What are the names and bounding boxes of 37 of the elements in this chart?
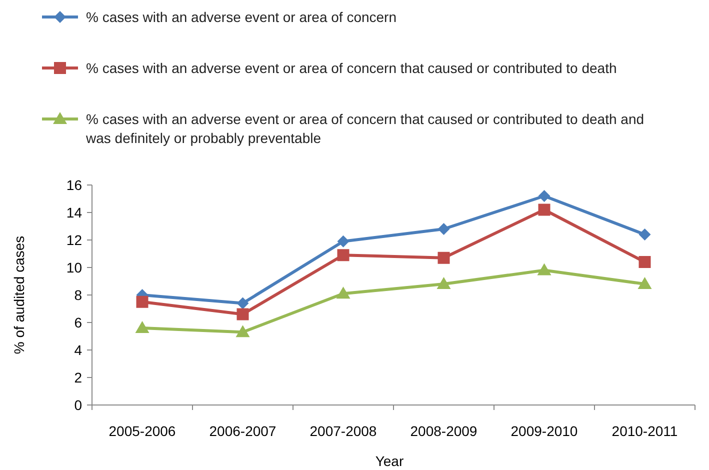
x-tick-label: 2005-2006 [108, 423, 176, 439]
legend-label: % cases with an adverse event or area of concern that caused or contributed to death [86, 60, 617, 76]
point [236, 308, 249, 320]
point [135, 321, 150, 333]
point [236, 325, 250, 338]
y-axis-title: % of audited cases [11, 236, 27, 354]
point [136, 296, 148, 308]
point [438, 223, 450, 235]
point [438, 252, 450, 264]
x-axis-title: Year [375, 453, 404, 469]
point [537, 263, 552, 276]
point [337, 249, 350, 262]
legend-label: % cases with an adverse event or area of concern that caused or contributed to death and was definitely or probably preventable [85, 111, 644, 146]
y-tick-label: 8 [74, 287, 82, 303]
point [337, 235, 350, 248]
legend-label: % cases with an adverse event or area of concern [86, 9, 397, 25]
point [236, 297, 249, 310]
y-tick-label: 12 [66, 232, 82, 248]
y-tick-label: 16 [66, 177, 82, 193]
point [638, 256, 651, 268]
y-tick-label: 4 [74, 342, 82, 358]
point [638, 277, 652, 289]
y-tick-label: 0 [74, 397, 82, 413]
y-tick-label: 6 [74, 314, 82, 330]
x-tick-label: 2010-2011 [612, 423, 678, 439]
y-tick-label: 10 [66, 260, 82, 276]
point [336, 286, 350, 299]
x-tick-label: 2006-2007 [209, 423, 276, 439]
point [538, 190, 550, 202]
x-tick-label: 2009-2010 [510, 423, 578, 439]
y-tick-label: 14 [66, 204, 82, 220]
x-tick-label: 2007-2008 [310, 423, 377, 439]
x-tick-label: 2008-2009 [410, 423, 478, 439]
point [538, 204, 550, 216]
point [436, 277, 451, 289]
point [638, 228, 651, 240]
y-tick-label: 2 [74, 370, 82, 386]
